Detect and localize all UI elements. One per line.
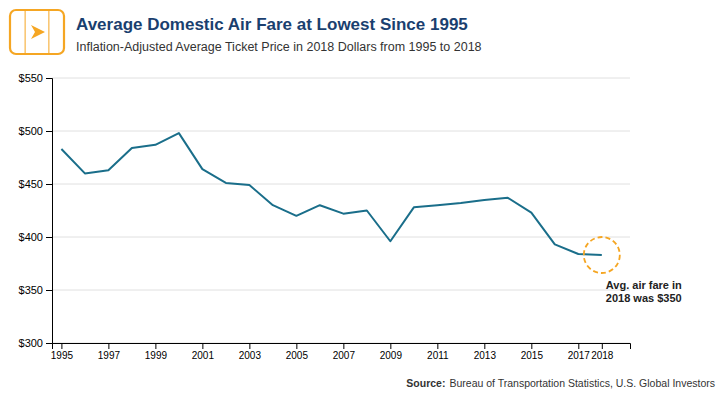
x-axis-line [53,344,631,350]
x-tick-mark [437,343,438,349]
x-tick-mark [249,343,250,349]
x-tick-label: 2013 [474,350,497,361]
y-tick: $300 [19,337,52,349]
y-tick: $400 [19,231,52,243]
y-axis: $300 $350 $400 $450 $500 $550 [19,72,53,349]
y-tick-label: $450 [19,178,43,190]
source-label: Source: [406,377,445,389]
ticket-outline [10,10,64,54]
y-tick-mark [46,237,52,238]
x-tick: 2013 [474,343,497,361]
y-tick-label: $300 [19,337,43,349]
grid-line [52,290,630,291]
x-tick: 1995 [51,343,74,361]
ticket-perforation [25,10,26,54]
x-tick: 2001 [192,343,215,361]
ticket-perforation [48,10,49,54]
annotation: Avg. air fare in2018 was $350 [606,279,682,304]
y-tick-mark [46,343,52,344]
y-tick-mark [46,131,52,132]
x-tick: 2017 [568,343,591,361]
y-tick-mark [46,78,52,79]
chart-svg: Average Domestic Air Fare at Lowest Sinc… [0,0,725,395]
x-tick-mark [578,343,579,349]
x-tick-label: 2005 [286,350,309,361]
x-tick: 1997 [98,343,121,361]
x-tick: 2005 [286,343,309,361]
x-tick: 2015 [521,343,544,361]
grid-line [52,237,630,238]
x-tick: 2011 [427,343,449,361]
x-tick: 2018 [591,343,614,361]
x-tick-label: 2015 [521,350,544,361]
grid-line [52,131,630,132]
x-tick-label: 2011 [427,350,449,361]
annotation-line: 2018 was $350 [606,292,682,304]
x-tick-mark [155,343,156,349]
x-axis: 1995 1997 1999 2001 2003 2005 2007 2009 2011 2013… [51,343,631,361]
y-tick-label: $500 [19,125,43,137]
data-line [61,133,601,255]
chart-container: Average Domestic Air Fare at Lowest Sinc… [0,0,725,395]
x-tick-mark [390,343,391,349]
y-tick: $550 [19,72,52,84]
y-tick: $500 [19,125,52,137]
x-tick-mark [484,343,485,349]
x-tick: 1999 [145,343,168,361]
y-tick-label: $550 [19,72,43,84]
x-tick-label: 2017 [568,350,591,361]
x-tick: 2007 [333,343,356,361]
x-tick-label: 2007 [333,350,356,361]
y-tick-label: $350 [19,284,43,296]
x-tick-label: 1997 [98,350,121,361]
y-tick: $350 [19,284,52,296]
y-tick-mark [46,290,52,291]
x-tick: 2003 [239,343,262,361]
y-tick-label: $400 [19,231,43,243]
x-tick-mark [602,343,603,349]
grid [52,78,630,343]
x-tick-mark [343,343,344,349]
x-tick-mark [108,343,109,349]
highlight-circle [584,237,620,273]
plot-area [61,133,619,273]
x-tick-label: 1995 [51,350,74,361]
x-tick-label: 2001 [192,350,215,361]
x-tick-label: 2018 [591,350,614,361]
x-tick-mark [296,343,297,349]
subtitle: Inflation-Adjusted Average Ticket Price … [76,40,482,54]
x-tick-label: 1999 [145,350,168,361]
y-tick-mark [46,184,52,185]
grid-line [52,78,630,79]
ticket-icon [10,10,64,54]
x-tick-label: 2003 [239,350,262,361]
ticket-arrow [31,25,45,39]
grid-line [52,184,630,185]
title: Average Domestic Air Fare at Lowest Sinc… [76,15,468,34]
y-axis-line [46,79,53,344]
source-text: Bureau of Transportation Statistics, U.S… [449,377,715,389]
x-tick-label: 2009 [380,350,403,361]
y-tick: $450 [19,178,52,190]
x-tick-mark [61,343,62,349]
x-tick: 2009 [380,343,403,361]
x-tick-mark [202,343,203,349]
annotation-line: Avg. air fare in [606,279,682,291]
x-tick-mark [531,343,532,349]
